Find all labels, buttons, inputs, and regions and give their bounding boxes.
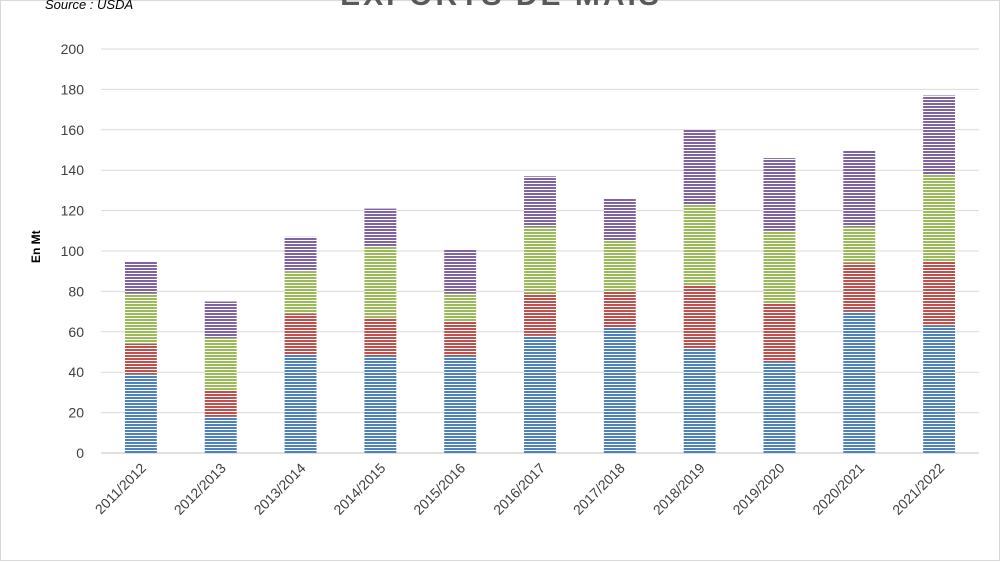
bar-segment: [124, 293, 157, 344]
bar-segment: [284, 236, 317, 272]
x-tick-label: 2013/2014: [251, 460, 309, 518]
bar-segment: [524, 176, 556, 227]
bar-segment: [683, 204, 716, 286]
bar-segment: [683, 347, 716, 453]
bar-segment: [923, 174, 956, 262]
bar-segment: [124, 374, 157, 453]
bar-segment: [284, 271, 317, 314]
x-tick-label: 2012/2013: [171, 460, 229, 518]
bar-segment: [524, 226, 556, 294]
bar-segment: [204, 337, 237, 391]
y-tick-label: 100: [61, 243, 85, 259]
bar-segment: [444, 293, 477, 322]
bar-segment: [444, 356, 477, 453]
x-tick-label: 2020/2021: [809, 460, 867, 518]
y-tick-label: 200: [61, 41, 85, 57]
bar-segment: [444, 248, 477, 294]
bar-segment: [364, 356, 397, 453]
y-tick-label: 0: [76, 445, 84, 461]
gridlines: [101, 48, 979, 454]
x-tick-label: 2011/2012: [92, 460, 150, 518]
x-axis: 2011/2012 2012/2013 2013/2014 2014/2015 2015…: [92, 460, 948, 518]
bar-segment: [124, 261, 157, 294]
y-tick-label: 120: [61, 203, 85, 219]
bar-segment: [843, 311, 876, 453]
bar-segment: [603, 198, 636, 241]
bar-segment: [444, 321, 477, 357]
y-tick-label: 60: [68, 324, 84, 340]
bar-segment: [683, 285, 716, 348]
y-tick-label: 20: [68, 405, 84, 421]
bar-segment: [524, 335, 556, 453]
source-note: Source : USDA: [45, 0, 134, 12]
bar-segment: [204, 390, 237, 417]
bar-segment: [524, 293, 556, 336]
bar-segment: [364, 208, 397, 247]
bar-segment: [843, 263, 876, 312]
bar-segment: [923, 261, 956, 326]
y-tick-label: 180: [61, 81, 85, 97]
bar-segment: [763, 158, 796, 231]
x-tick-label: 2014/2015: [330, 460, 388, 518]
x-tick-label: 2017/2018: [570, 460, 628, 518]
bar-segment: [843, 150, 876, 227]
bars: [124, 95, 956, 453]
bar-segment: [364, 317, 397, 357]
bar-segment: [284, 313, 317, 355]
y-tick-label: 80: [68, 283, 84, 299]
bar-segment: [603, 240, 636, 292]
x-tick-label: 2019/2020: [729, 460, 787, 518]
bar-segment: [204, 301, 237, 338]
bar-segment: [763, 303, 796, 363]
bar-segment: [763, 230, 796, 304]
chart-title: EXPORTS DE MAÏS: [1, 0, 1000, 13]
bar-segment: [603, 291, 636, 328]
bar-segment: [204, 416, 237, 453]
x-tick-label: 2018/2019: [650, 460, 708, 518]
x-tick-label: 2016/2017: [490, 460, 548, 518]
y-tick-label: 160: [61, 122, 85, 138]
bar-segment: [923, 325, 956, 453]
y-tick-label: 140: [61, 162, 85, 178]
bar-segment: [843, 226, 876, 264]
x-tick-label: 2021/2022: [889, 460, 947, 518]
y-axis: 0 20 40 60 80 100 120 140 160 180 200: [61, 41, 85, 461]
y-tick-label: 40: [68, 364, 84, 380]
bar-segment: [683, 129, 716, 205]
bar-segment: [284, 354, 317, 453]
bar-segment: [124, 343, 157, 375]
bar-segment: [923, 95, 956, 175]
bar-segment: [364, 246, 397, 318]
x-tick-label: 2015/2016: [410, 460, 468, 518]
bar-segment: [603, 327, 636, 453]
bar-segment: [763, 362, 796, 453]
